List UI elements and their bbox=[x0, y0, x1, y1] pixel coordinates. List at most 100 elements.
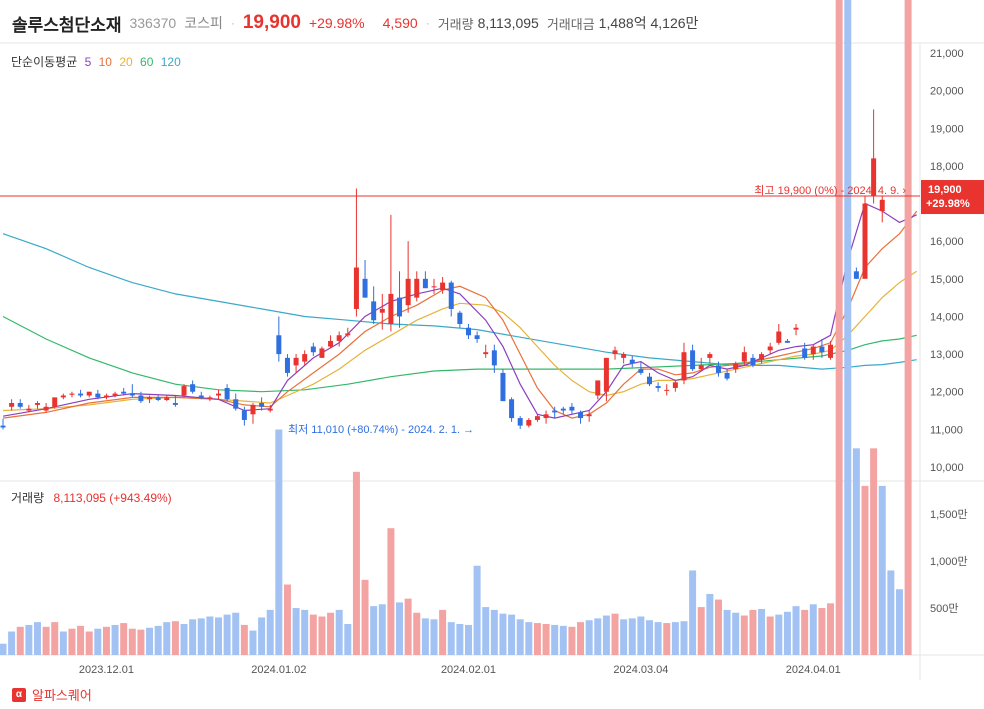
volume-bar bbox=[861, 485, 869, 655]
volume-bar bbox=[439, 609, 447, 655]
volume-bar bbox=[551, 624, 559, 655]
candle-body bbox=[17, 403, 23, 407]
ma20-label[interactable]: 20 bbox=[119, 55, 133, 69]
candle-body bbox=[707, 354, 713, 358]
candle-body bbox=[784, 340, 790, 343]
candle-body bbox=[715, 365, 721, 373]
volume-bar bbox=[447, 622, 455, 655]
candle-body bbox=[112, 393, 118, 396]
candle-body bbox=[655, 386, 661, 388]
candle-body bbox=[638, 369, 644, 373]
volume-value: 8,113,095 bbox=[477, 15, 539, 31]
volume-bar bbox=[318, 616, 326, 655]
candle-body bbox=[526, 419, 532, 426]
ma-legend[interactable]: 단순이동평균 5 10 20 60 120 bbox=[11, 53, 185, 70]
candle-body bbox=[741, 352, 747, 362]
volume-bar bbox=[525, 622, 533, 655]
volume-bar bbox=[628, 618, 636, 655]
candle-body bbox=[465, 327, 471, 336]
current-price: 19,900 bbox=[242, 12, 301, 33]
change-percent: +29.98% bbox=[308, 15, 365, 31]
candle-body bbox=[552, 410, 558, 413]
volume-bar bbox=[749, 609, 757, 655]
candle-body bbox=[681, 352, 687, 381]
volume-bar bbox=[206, 616, 214, 655]
brand-name: 알파스퀘어 bbox=[32, 688, 92, 703]
candle-body bbox=[52, 397, 58, 407]
volume-bar bbox=[671, 622, 679, 655]
volume-label: 거래량 bbox=[437, 16, 474, 32]
volume-bar bbox=[111, 624, 119, 655]
volume-bar bbox=[611, 613, 619, 655]
volume-bar bbox=[128, 628, 136, 655]
volume-bar bbox=[0, 643, 7, 655]
candle-body bbox=[129, 393, 135, 396]
candle-body bbox=[353, 267, 359, 309]
volume-bar bbox=[146, 627, 154, 655]
candle-body bbox=[664, 389, 670, 391]
ma5-line bbox=[2, 202, 917, 419]
ma10-label[interactable]: 10 bbox=[98, 55, 112, 69]
volume-bar bbox=[456, 624, 464, 655]
candle-body bbox=[345, 333, 351, 336]
stock-name: 솔루스첨단소재 bbox=[12, 15, 122, 35]
candle-body bbox=[233, 399, 239, 409]
ma120-line bbox=[2, 233, 917, 370]
candle-body bbox=[724, 372, 730, 379]
candle-body bbox=[578, 412, 584, 419]
volume-bar bbox=[533, 623, 541, 655]
volume-bar bbox=[732, 612, 740, 655]
candle-body bbox=[103, 395, 109, 398]
volume-bar bbox=[577, 622, 585, 655]
date-tick-label: 2024.04.01 bbox=[786, 664, 841, 676]
volume-bar bbox=[77, 625, 85, 655]
volume-bar bbox=[766, 616, 774, 655]
volume-bar bbox=[697, 607, 705, 655]
candle-body bbox=[147, 397, 153, 400]
candle-body bbox=[302, 354, 308, 362]
volume-bar bbox=[249, 630, 257, 655]
high-annotation: 최고 19,900 (0%) - 2024. 4. 9. › bbox=[754, 184, 906, 197]
volume-bar bbox=[180, 624, 188, 655]
candle-body bbox=[172, 403, 178, 405]
ma120-label[interactable]: 120 bbox=[160, 55, 181, 69]
volume-bar bbox=[378, 604, 386, 655]
volume-bar bbox=[240, 624, 248, 655]
low-annotation: 최저 11,010 (+80.74%) - 2024. 2. 1. → bbox=[288, 423, 474, 436]
volume-bar bbox=[361, 579, 369, 655]
ma60-label[interactable]: 60 bbox=[140, 55, 154, 69]
volume-bar bbox=[197, 618, 205, 655]
volume-bar bbox=[301, 609, 309, 655]
volume-bar bbox=[758, 608, 766, 655]
separator-dot-2: · bbox=[425, 16, 430, 30]
candle-body bbox=[267, 408, 273, 411]
volume-bar bbox=[51, 622, 59, 655]
candle-body bbox=[500, 372, 506, 402]
candle-body bbox=[207, 397, 213, 400]
volume-bar bbox=[775, 614, 783, 655]
candle-body bbox=[310, 346, 316, 353]
stock-header: 솔루스첨단소재 336370 코스피 · 19,900 +29.98% 4,59… bbox=[12, 10, 706, 36]
ma5-label[interactable]: 5 bbox=[84, 55, 92, 69]
candle-body bbox=[379, 308, 385, 313]
candle-body bbox=[198, 395, 204, 399]
volume-bar bbox=[344, 624, 352, 655]
candle-body bbox=[293, 357, 299, 366]
volume-bar bbox=[740, 615, 748, 655]
candle-body bbox=[767, 346, 773, 351]
volume-bar bbox=[689, 570, 697, 655]
candle-body bbox=[328, 340, 334, 347]
volume-bar bbox=[809, 604, 817, 655]
volume-bar bbox=[120, 623, 128, 655]
volume-bar bbox=[223, 614, 231, 655]
candle-body bbox=[776, 331, 782, 343]
candle-body bbox=[879, 199, 885, 212]
candle-body bbox=[276, 335, 282, 355]
volume-bar bbox=[387, 528, 395, 655]
volume-bar bbox=[94, 628, 102, 655]
volume-bar bbox=[309, 614, 317, 655]
stock-code: 336370 bbox=[129, 15, 177, 31]
footer-brand[interactable]: α 알파스퀘어 bbox=[12, 685, 92, 704]
volume-bar bbox=[396, 602, 404, 655]
